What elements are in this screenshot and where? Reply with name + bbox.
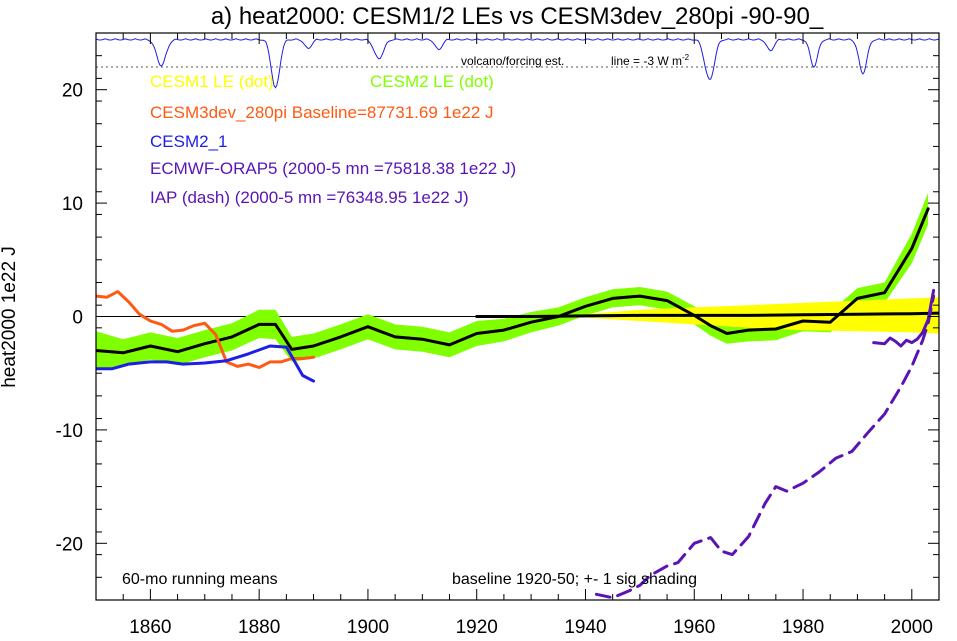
annotations: volcano/forcing est. line = -3 W m-2 60-… xyxy=(122,53,697,588)
x-tick-label: 1920 xyxy=(456,617,498,638)
running-mean-label: 60-mo running means xyxy=(122,571,278,588)
legend-iap: IAP (dash) (2000-5 mn =76348.95 1e22 J) xyxy=(150,188,469,207)
x-tick-label: 1980 xyxy=(782,617,824,638)
y-tick-label: 0 xyxy=(72,308,83,329)
y-tick-label: 10 xyxy=(62,194,83,215)
plot-content xyxy=(96,38,939,600)
legend-cesm3: CESM3dev_280pi Baseline=87731.69 1e22 J xyxy=(150,103,494,122)
y-axis-label: heat2000 1e22 J xyxy=(0,246,20,388)
cesm2-1-line xyxy=(96,344,315,383)
plot-area xyxy=(96,38,939,600)
x-tick-label: 1960 xyxy=(673,617,715,638)
line-label: line = -3 W m-2 xyxy=(611,53,690,68)
volcano-forcing-line xyxy=(96,38,939,89)
line-label-sup: -2 xyxy=(682,53,690,62)
x-tick-label: 1880 xyxy=(238,617,280,638)
orap5-line xyxy=(872,288,936,348)
y-tick-label: -20 xyxy=(56,534,83,555)
iap-dashed-line xyxy=(594,294,936,600)
y-tick-label: -10 xyxy=(56,421,83,442)
volcano-label: volcano/forcing est. xyxy=(461,54,564,68)
line-label-main: line = -3 W m xyxy=(611,54,682,68)
cesm2-le-mean-line xyxy=(96,207,930,355)
x-tick-label: 2000 xyxy=(891,617,933,638)
legend-cesm2: CESM2 LE (dot) xyxy=(370,72,494,91)
x-tick-label: 1940 xyxy=(564,617,606,638)
legend-orap5: ECMWF-ORAP5 (2000-5 mn =75818.38 1e22 J) xyxy=(150,159,516,178)
x-tick-label: 1900 xyxy=(347,617,389,638)
legend: CESM1 LE (dot) CESM2 LE (dot) CESM3dev_2… xyxy=(150,72,516,207)
baseline-label: baseline 1920-50; +- 1 sig shading xyxy=(452,571,697,588)
y-tick-label: 20 xyxy=(62,81,83,102)
cesm3dev-line xyxy=(96,290,315,369)
legend-cesm2-1: CESM2_1 xyxy=(150,132,227,151)
chart-title: a) heat2000: CESM1/2 LEs vs CESM3dev_280… xyxy=(211,3,824,30)
axes: 1860 1880 1900 1920 1940 1960 1980 2000 -20 -10 0 1… xyxy=(56,32,940,638)
legend-cesm1: CESM1 LE (dot) xyxy=(150,72,274,91)
x-tick-label: 1860 xyxy=(129,617,171,638)
